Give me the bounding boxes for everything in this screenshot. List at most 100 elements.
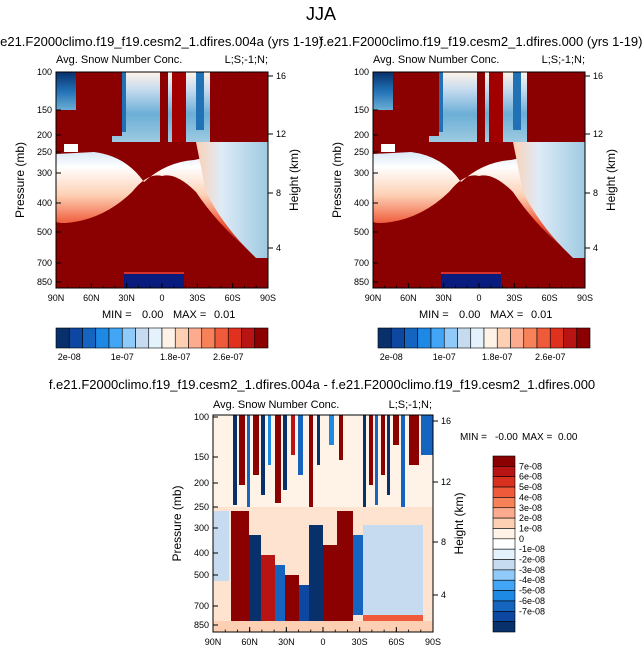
surface-blue-region — [441, 274, 501, 288]
colorbar-swatch — [135, 327, 150, 349]
y-right-tick-label: 16 — [441, 416, 451, 426]
colorbar-swatch — [214, 327, 229, 349]
colorbar-swatch — [496, 327, 511, 349]
colorbar-label: 2.6e-07 — [535, 352, 566, 362]
colorbar-label: 6e-08 — [519, 472, 542, 482]
colorbar-label: 5e-08 — [519, 482, 542, 492]
colorbar-swatch — [470, 327, 485, 349]
colorbar-swatch — [188, 327, 203, 349]
colorbar-label: -3e-08 — [519, 565, 545, 575]
y-tick-label: 850 — [194, 620, 209, 630]
y-right-axis-label: Height (km) — [604, 149, 618, 211]
colorbar-label: 4e-08 — [519, 492, 542, 502]
y-right-tick-label: 16 — [593, 71, 603, 81]
x-tick-label: 30S — [506, 293, 522, 303]
panel-3-colorbar: 7e-086e-085e-084e-083e-082e-081e-080-1e-… — [492, 455, 545, 633]
panel-1-colorbar: 2e-08 1e-07 1.8e-07 2.6e-07 — [55, 327, 269, 362]
y-tick-label: 400 — [354, 198, 369, 208]
colorbar-label: -6e-08 — [519, 596, 545, 606]
panel-1-min-label: MIN = — [102, 309, 135, 321]
panel-2-max-label: MAX = — [490, 309, 526, 321]
panel-3-min-value: -0.00 — [495, 432, 518, 443]
y-right-tick-label: 16 — [276, 71, 286, 81]
colorbar-swatch — [492, 517, 516, 529]
panel-2-colorbar: 2e-08 1e-07 1.8e-07 2.6e-07 — [377, 327, 591, 362]
y-right-tick-label: 4 — [593, 243, 598, 253]
diff-left-blue — [213, 511, 229, 581]
y-tick-label: 150 — [37, 105, 52, 115]
colorbar-label: 7e-08 — [519, 461, 542, 471]
panel-3-max-value: 0.00 — [558, 432, 578, 443]
top-red-block-2 — [160, 72, 168, 142]
panel-2-flags: L;S;-1;N; — [542, 54, 585, 66]
y-tick-label: 300 — [194, 523, 209, 533]
colorbar-swatch — [161, 327, 176, 349]
colorbar-swatch — [492, 579, 516, 591]
y-tick-label: 300 — [354, 168, 369, 178]
panel-3: f.e21.F2000climo.f19_f19.cesm2_1.dfires.… — [49, 377, 595, 647]
panel-1: f.e21.F2000climo.f19_f19.cesm2_1.dfires.… — [0, 34, 323, 303]
x-tick-label: 90N — [365, 293, 382, 303]
colorbar-label: 1e-07 — [111, 352, 134, 362]
colorbar-swatch — [492, 528, 516, 540]
panel-1-min-value: 0.00 — [142, 309, 163, 321]
colorbar-label: 2e-08 — [380, 352, 403, 362]
colorbar-label: 2e-08 — [519, 513, 542, 523]
right-blue-region — [513, 142, 585, 258]
colorbar-swatch — [492, 507, 516, 519]
top-blue-strip-2 — [513, 72, 521, 130]
right-blue-region — [196, 142, 268, 258]
panel-3-variable: Avg. Snow Number Conc. — [213, 399, 339, 411]
top-red-block-2 — [477, 72, 485, 142]
colorbar-swatch — [417, 327, 432, 349]
y-tick-label: 150 — [194, 452, 209, 462]
colorbar-swatch — [174, 327, 189, 349]
y-right-tick-label: 12 — [593, 129, 603, 139]
y-axis-label: Pressure (mb) — [170, 485, 184, 561]
y-right-tick-label: 12 — [276, 129, 286, 139]
y-tick-label: 250 — [194, 502, 209, 512]
colorbar-label: -1e-08 — [519, 544, 545, 554]
colorbar-swatch — [492, 569, 516, 581]
panel-3-title: f.e21.F2000climo.f19_f19.cesm2_1.dfires.… — [49, 377, 595, 392]
y-tick-label: 500 — [194, 570, 209, 580]
x-tick-label: 60S — [225, 293, 241, 303]
panel-2-min-value: 0.00 — [459, 309, 480, 321]
panel-3-flags: L;S;-1;N; — [389, 399, 432, 411]
top-blue-strip-2 — [196, 72, 204, 130]
y-axis-label: Pressure (mb) — [330, 142, 344, 218]
colorbar-label: -2e-08 — [519, 555, 545, 565]
surface-blue-edge — [441, 272, 501, 274]
colorbar-swatch — [121, 327, 136, 349]
colorbar-label: 1.8e-07 — [482, 352, 513, 362]
x-tick-label: 30S — [189, 293, 205, 303]
colorbar-swatch — [95, 327, 110, 349]
x-tick-label: 30N — [435, 293, 452, 303]
colorbar-swatch — [510, 327, 525, 349]
colorbar-label: 1e-08 — [519, 523, 542, 533]
colorbar-swatch — [492, 590, 516, 602]
y-right-axis-label: Height (km) — [452, 492, 466, 554]
y-tick-label: 150 — [354, 105, 369, 115]
colorbar-swatch — [523, 327, 538, 349]
colorbar-swatch — [377, 327, 392, 349]
colorbar-swatch — [492, 600, 516, 612]
colorbar-swatch — [492, 476, 516, 488]
colorbar-label: 1.8e-07 — [160, 352, 191, 362]
colorbar-swatch — [68, 327, 83, 349]
y-tick-label: 700 — [354, 258, 369, 268]
colorbar-swatch — [492, 486, 516, 498]
diff-upper-white — [213, 415, 433, 507]
y-tick-label: 250 — [37, 147, 52, 157]
panel-3-min-label: MIN = — [460, 432, 490, 443]
panel-1-flags: L;S;-1;N; — [225, 54, 268, 66]
north-pole-stripe — [373, 72, 393, 110]
top-blue-strip-1 — [439, 72, 443, 132]
y-right-tick-label: 8 — [276, 188, 281, 198]
colorbar-label: 0 — [519, 534, 524, 544]
top-red-block-4 — [527, 72, 585, 142]
x-tick-label: 30N — [118, 293, 135, 303]
figure-title: JJA — [306, 4, 336, 24]
cut-out-mask — [64, 144, 78, 152]
